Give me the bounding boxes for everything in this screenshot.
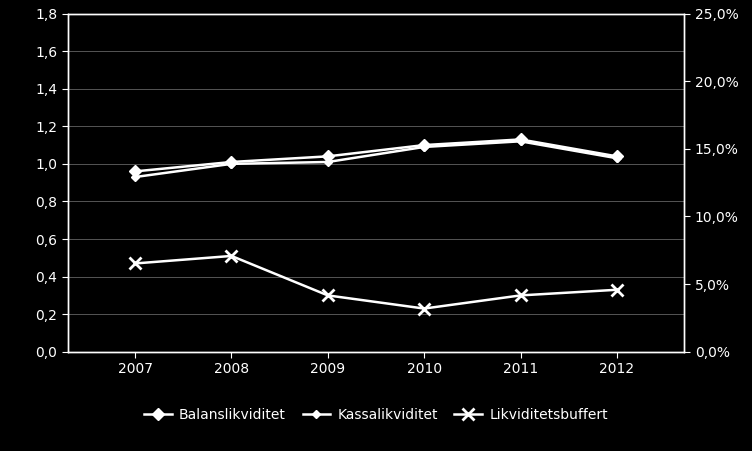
Kassalikviditet [612, 156, 621, 161]
Likviditetsbuffert [516, 293, 525, 298]
Kassalikviditet [420, 144, 429, 150]
Line: Likviditetsbuffert: Likviditetsbuffert [129, 250, 623, 314]
Line: Kassalikviditet: Kassalikviditet [132, 138, 620, 180]
Kassalikviditet [227, 161, 236, 166]
Balanslikviditet [612, 154, 621, 159]
Likviditetsbuffert [227, 253, 236, 259]
Kassalikviditet [516, 138, 525, 144]
Likviditetsbuffert [323, 293, 332, 298]
Kassalikviditet [131, 174, 140, 179]
Likviditetsbuffert [420, 306, 429, 311]
Balanslikviditet [227, 159, 236, 165]
Balanslikviditet [323, 154, 332, 159]
Balanslikviditet [516, 137, 525, 142]
Likviditetsbuffert [131, 261, 140, 266]
Line: Balanslikviditet: Balanslikviditet [131, 135, 621, 175]
Balanslikviditet [420, 143, 429, 148]
Likviditetsbuffert [612, 287, 621, 293]
Balanslikviditet [131, 169, 140, 174]
Kassalikviditet [323, 159, 332, 165]
Legend: Balanslikviditet, Kassalikviditet, Likviditetsbuffert: Balanslikviditet, Kassalikviditet, Likvi… [138, 403, 614, 428]
